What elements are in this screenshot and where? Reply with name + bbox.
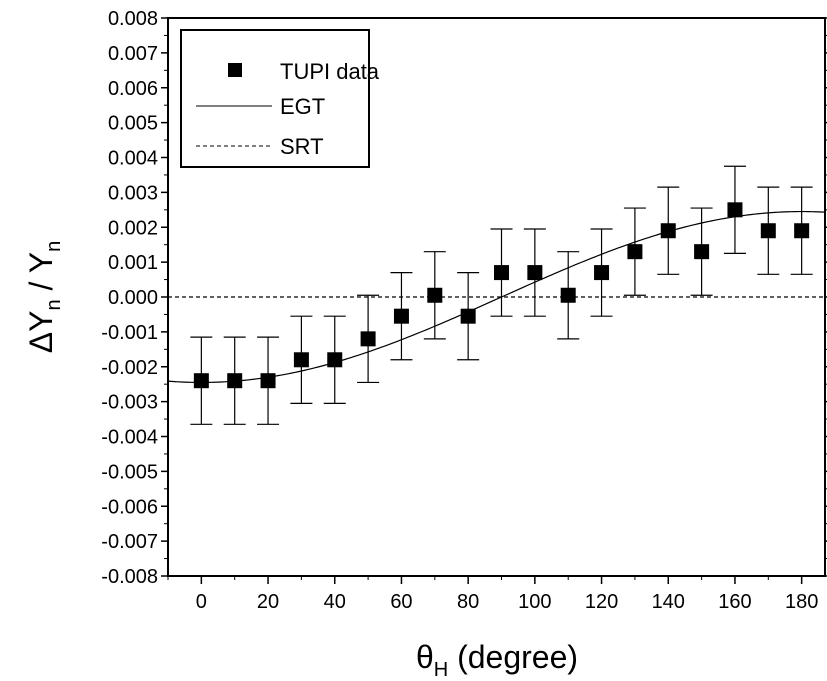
x-tick-label: 20 (257, 591, 279, 613)
x-tick-label: 120 (585, 591, 618, 613)
data-point (490, 228, 513, 317)
data-point (623, 207, 646, 296)
data-marker (494, 265, 510, 281)
y-tick-label: -0.003 (101, 392, 158, 414)
data-marker (627, 244, 643, 260)
legend-label-tupi: TUPI data (280, 59, 380, 84)
data-marker (760, 223, 776, 239)
x-axis-ticks (167, 576, 803, 584)
y-tick-label: -0.005 (101, 461, 158, 483)
data-point (223, 336, 246, 425)
data-marker (393, 308, 409, 324)
legend-label-egt: EGT (280, 94, 325, 119)
y-tick-label: -0.006 (101, 496, 158, 518)
x-axis-title: θH (degree) (416, 639, 578, 681)
y-tick-label: 0.000 (108, 287, 158, 309)
y-tick-label: 0.001 (108, 252, 158, 274)
y-axis-title: ΔYn / Yn (23, 241, 65, 353)
y-tick-label: -0.007 (101, 531, 158, 553)
y-tick-label: -0.004 (101, 427, 158, 449)
data-point (390, 271, 413, 361)
data-point (290, 315, 313, 404)
data-point (690, 207, 713, 296)
data-marker (794, 223, 810, 239)
y-tick-label: -0.001 (101, 322, 158, 344)
data-marker (360, 331, 376, 347)
data-marker (727, 202, 743, 218)
data-marker (527, 265, 543, 281)
legend-label-srt: SRT (280, 134, 324, 159)
data-points (190, 165, 813, 425)
y-tick-label: -0.002 (101, 357, 158, 379)
data-marker (460, 308, 476, 324)
data-point (190, 336, 213, 425)
y-tick-label: 0.006 (108, 78, 158, 100)
data-point (790, 186, 813, 275)
data-point (457, 271, 480, 361)
x-axis-tick-labels: 0 20 40 60 80 100 120 140 160 180 (196, 591, 819, 613)
data-point (590, 228, 613, 317)
y-tick-label: -0.008 (101, 566, 158, 588)
y-tick-label: 0.008 (108, 8, 158, 30)
x-tick-label: 100 (518, 591, 551, 613)
data-point (523, 228, 546, 317)
y-axis-ticks (161, 17, 827, 577)
data-point (357, 294, 380, 384)
data-marker (427, 287, 443, 303)
series-line-egt (168, 210, 825, 384)
data-point (257, 336, 280, 425)
data-marker (227, 373, 243, 389)
legend-box (180, 29, 370, 168)
data-marker (660, 223, 676, 239)
data-point (657, 186, 680, 275)
x-tick-label: 0 (196, 591, 207, 613)
x-tick-label: 160 (718, 591, 751, 613)
data-point (723, 165, 746, 255)
data-point (557, 251, 580, 340)
data-marker (260, 373, 276, 389)
y-tick-label: 0.002 (108, 217, 158, 239)
data-point (757, 186, 780, 275)
y-tick-label: 0.005 (108, 113, 158, 135)
data-marker (327, 352, 343, 368)
series-lines (168, 210, 825, 384)
y-tick-label: 0.007 (108, 43, 158, 65)
x-tick-label: 180 (785, 591, 818, 613)
x-tick-label: 140 (652, 591, 685, 613)
x-tick-label: 40 (324, 591, 346, 613)
y-axis-tick-labels: -0.008 -0.007 -0.006 -0.005 -0.004 -0.003 -0.0… (101, 8, 158, 588)
y-tick-label: 0.004 (108, 148, 158, 170)
data-marker (560, 287, 576, 303)
data-point (323, 315, 346, 404)
data-marker (193, 373, 209, 389)
x-tick-label: 80 (457, 591, 479, 613)
y-tick-label: 0.003 (108, 182, 158, 204)
legend: TUPI data EGT SRT (180, 29, 380, 168)
data-point (423, 251, 446, 340)
data-marker (293, 352, 309, 368)
legend-marker-tupi (228, 63, 242, 77)
x-tick-label: 60 (390, 591, 412, 613)
data-marker (594, 265, 610, 281)
data-marker (694, 244, 710, 260)
